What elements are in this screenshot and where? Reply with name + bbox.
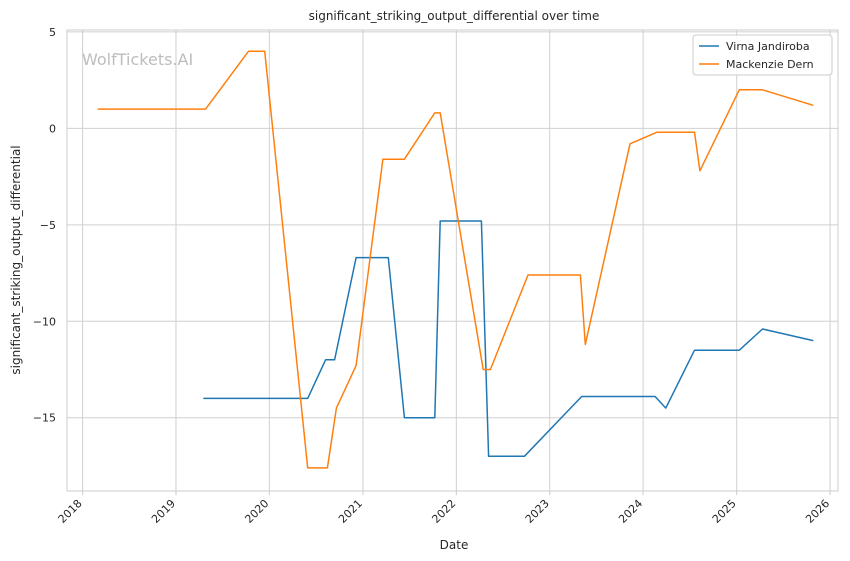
plot-frame [66,29,839,492]
grid-lines [67,30,838,491]
y-tick-label: 0 [49,122,56,135]
x-axis-label: Date [440,538,469,552]
legend-label-0: Virna Jandiroba [726,40,810,53]
y-tick-label: −5 [40,219,56,232]
chart-title: significant_striking_output_differential… [309,9,600,23]
y-axis-ticks: 5 0 −5 −10 −15 [33,26,56,425]
legend-label-1: Mackenzie Dern [726,58,814,71]
y-axis-label: significant_striking_output_differential [9,145,23,374]
y-tick-label: 5 [49,26,56,39]
y-tick-label: −10 [33,315,56,328]
legend: Virna Jandiroba Mackenzie Dern [692,34,833,76]
series-line-0 [203,220,814,458]
legend-box [692,34,833,76]
y-tick-label: −15 [33,412,56,425]
series-line-1 [97,50,814,469]
watermark: WolfTickets.AI [82,50,193,69]
series-lines [97,50,814,469]
